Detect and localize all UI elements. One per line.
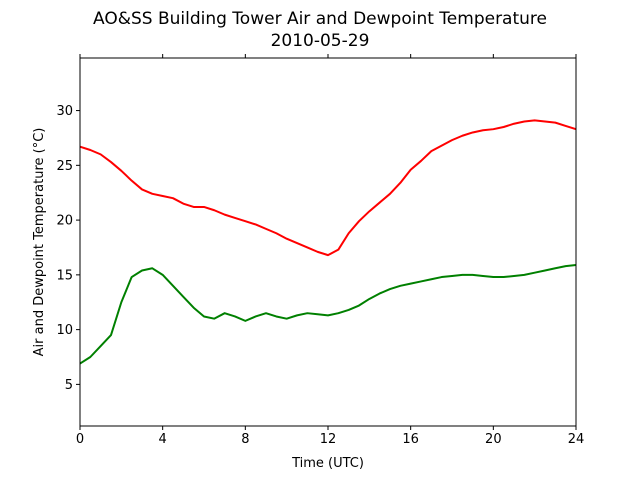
- y-tick-label: 25: [56, 159, 73, 174]
- y-tick-label: 30: [56, 104, 73, 119]
- plot-frame: [79, 57, 577, 427]
- x-tick-label: 0: [76, 432, 84, 447]
- chart-title: AO&SS Building Tower Air and Dewpoint Te…: [93, 9, 547, 29]
- y-axis-label: Air and Dewpoint Temperature (°C): [32, 128, 47, 357]
- x-axis-label: Time (UTC): [291, 456, 364, 471]
- series-line-1: [79, 119, 577, 257]
- y-tick-label: 10: [56, 323, 73, 338]
- series-line-2: [79, 264, 577, 365]
- x-tick-label: 16: [402, 432, 419, 447]
- x-tick-label: 8: [241, 432, 249, 447]
- chart-subtitle: 2010-05-29: [271, 31, 370, 51]
- x-tick-label: 24: [568, 432, 585, 447]
- y-tick-label: 15: [56, 268, 73, 283]
- series-layer: [79, 119, 577, 365]
- y-tick-label: 5: [65, 378, 73, 393]
- x-tick-label: 4: [159, 432, 167, 447]
- x-tick-label: 20: [485, 432, 502, 447]
- y-tick-label: 20: [56, 214, 73, 229]
- plot-area: 0 4 8 12 16 20 24 5 10 15 20 25 30: [56, 54, 584, 447]
- ticks-layer: 0 4 8 12 16 20 24 5 10 15 20 25 30: [56, 54, 584, 447]
- x-tick-label: 12: [320, 432, 337, 447]
